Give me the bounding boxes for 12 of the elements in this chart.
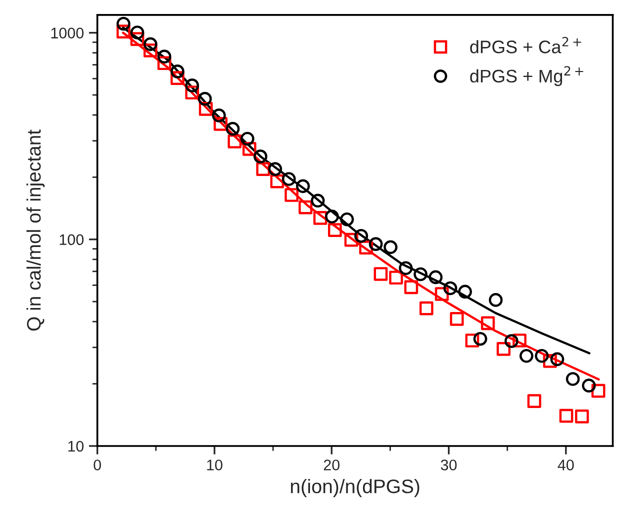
legend-label: dPGS + Ca$^{2+}$ [470,36,582,54]
x-tick-label: 20 [324,460,340,470]
y-tick-label: 1000 [51,28,84,38]
y-axis-title: Q in cal/mol of injectant [26,130,45,331]
x-tick-label: 30 [440,460,457,470]
y-tick-label: 100 [60,234,84,246]
x-tick-label: 40 [558,460,574,470]
x-tick-label: 10 [207,460,222,470]
x-axis-title: n(ion)/n(dPGS) [290,478,420,498]
legend-label: dPGS + Mg$^{2+}$ [470,66,584,86]
y-tick-label: 10 [68,440,84,452]
x-tick-label: 0 [94,460,101,470]
